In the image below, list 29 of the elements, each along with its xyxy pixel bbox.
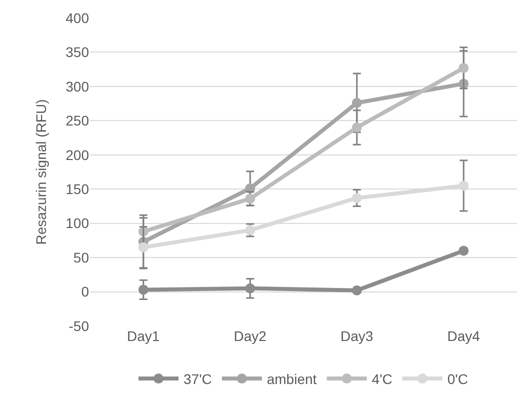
y-tick-label: 200 bbox=[66, 146, 90, 163]
y-tick-label: 100 bbox=[66, 215, 90, 232]
y-tick-label: 400 bbox=[66, 10, 90, 26]
y-tick-label: 300 bbox=[66, 78, 90, 94]
point bbox=[352, 193, 362, 204]
point bbox=[138, 284, 148, 295]
legend-label: 4'C bbox=[372, 371, 392, 388]
x-tick-label: Day2 bbox=[234, 328, 267, 344]
y-tick-label: 0 bbox=[81, 284, 90, 300]
y-tick-label: 350 bbox=[66, 44, 90, 60]
point bbox=[352, 98, 362, 108]
point bbox=[352, 122, 362, 133]
y-tick-label: 50 bbox=[73, 249, 90, 266]
legend-label: 37'C bbox=[184, 371, 212, 388]
x-tick-label: Day3 bbox=[340, 328, 374, 344]
y-axis-title: Resazurin signal (RFU) bbox=[33, 99, 50, 245]
x-tick-label: Day4 bbox=[447, 328, 480, 344]
x-tick-label: Day1 bbox=[127, 328, 160, 344]
y-tick-label: -50 bbox=[68, 318, 90, 334]
y-tick-label: 250 bbox=[66, 112, 90, 129]
point bbox=[458, 180, 469, 191]
legend-label: 0'C bbox=[447, 371, 468, 388]
point bbox=[138, 242, 148, 252]
point bbox=[352, 285, 362, 296]
point bbox=[245, 283, 256, 294]
point bbox=[458, 62, 469, 73]
y-tick-label: 150 bbox=[66, 181, 90, 198]
point bbox=[245, 194, 256, 204]
legend-label: ambient bbox=[266, 371, 317, 388]
